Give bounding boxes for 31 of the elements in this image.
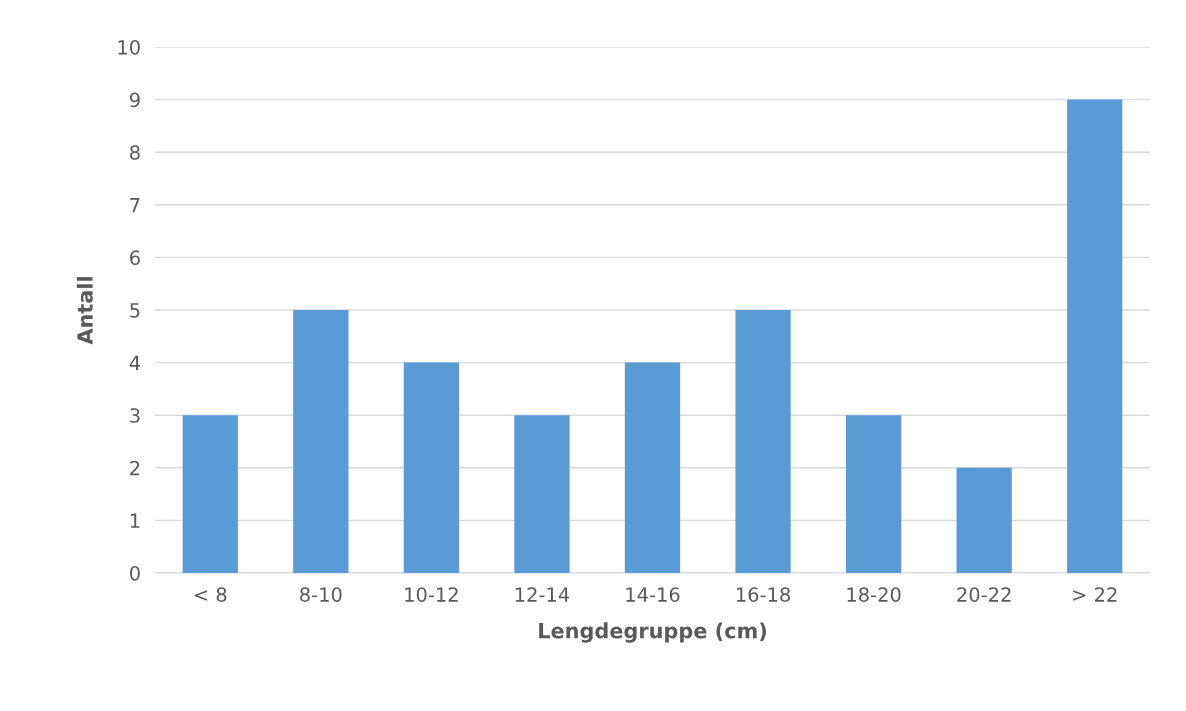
- bar: [182, 415, 238, 573]
- x-tick-label: < 8: [194, 587, 227, 602]
- y-tick-label: 7: [130, 198, 140, 213]
- bar: [403, 362, 460, 573]
- y-tick-label: 3: [130, 408, 140, 423]
- x-tick-label: 18-20: [847, 587, 901, 602]
- y-tick-label: 2: [130, 460, 140, 476]
- y-axis-title: Antall: [76, 277, 93, 345]
- bar: [956, 467, 1012, 573]
- y-tick-label: 10: [118, 39, 140, 55]
- y-tick-label: 9: [129, 92, 140, 108]
- bar: [514, 415, 570, 573]
- y-tick-label: 6: [130, 250, 140, 266]
- y-tick-label: 1: [130, 513, 140, 528]
- y-tick-label: 0: [130, 565, 140, 581]
- x-tick-label: 16-18: [736, 587, 790, 602]
- x-tick-label: 8-10: [300, 587, 342, 602]
- y-tick-label: 8: [130, 145, 140, 160]
- bar: [735, 310, 791, 573]
- bar: [624, 362, 681, 573]
- x-tick-label: 12-14: [515, 587, 570, 602]
- x-tick-label: > 22: [1073, 587, 1117, 602]
- bar: [845, 415, 902, 573]
- bar: [1067, 99, 1123, 573]
- x-axis-title: Lengdegruppe (cm): [539, 622, 766, 643]
- x-tick-label: 20-22: [957, 587, 1011, 602]
- x-tick-label: 10-12: [405, 587, 458, 602]
- bar: [293, 310, 349, 573]
- y-tick-label: 5: [130, 303, 140, 318]
- x-tick-label: 14-16: [626, 587, 680, 602]
- y-tick-label: 4: [129, 355, 141, 370]
